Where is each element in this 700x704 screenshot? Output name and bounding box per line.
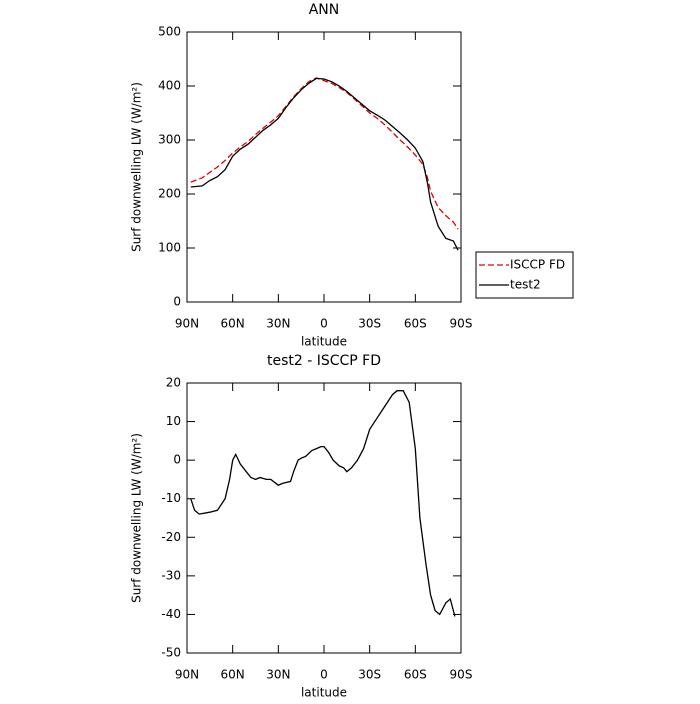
y-tick-label: 0 xyxy=(173,453,181,467)
x-tick-label: 60N xyxy=(221,317,245,331)
y-axis-label: Surf downwelling LW (W/m²) xyxy=(130,82,144,252)
x-tick-label: 60N xyxy=(221,668,245,682)
line-series xyxy=(190,77,459,251)
y-tick-label: 0 xyxy=(173,295,181,309)
y-tick-label: 10 xyxy=(166,414,181,428)
y-tick-label: -20 xyxy=(161,530,181,544)
y-tick-label: -40 xyxy=(161,607,181,621)
y-tick-label: -30 xyxy=(161,568,181,582)
x-axis-label: latitude xyxy=(301,335,347,349)
x-tick-label: 0 xyxy=(320,668,328,682)
y-tick-label: 300 xyxy=(158,133,181,147)
y-tick-label: -50 xyxy=(161,646,181,660)
chart-title: ANN xyxy=(309,2,340,18)
y-axis-label: Surf downwelling LW (W/m²) xyxy=(130,433,144,603)
x-tick-label: 30S xyxy=(358,668,381,682)
x-tick-label: 90N xyxy=(175,317,199,331)
legend-box xyxy=(475,251,574,299)
x-tick-label: 30N xyxy=(266,317,290,331)
legend-label: ISCCP FD xyxy=(510,258,565,272)
x-tick-label: 60S xyxy=(404,317,427,331)
y-tick-label: 500 xyxy=(158,25,181,39)
y-tick-label: 20 xyxy=(166,376,181,390)
chart-title: test2 - ISCCP FD xyxy=(267,353,381,369)
plot-frame xyxy=(186,31,462,303)
y-tick-label: 100 xyxy=(158,241,181,255)
y-tick-label: 400 xyxy=(158,79,181,93)
x-tick-label: 30S xyxy=(358,317,381,331)
x-tick-label: 90S xyxy=(450,317,473,331)
x-axis-label: latitude xyxy=(301,686,347,700)
legend-label: test2 xyxy=(510,278,541,292)
line-series xyxy=(190,390,456,617)
x-tick-label: 30N xyxy=(266,668,290,682)
x-tick-label: 60S xyxy=(404,668,427,682)
y-tick-label: -10 xyxy=(161,491,181,505)
y-tick-label: 200 xyxy=(158,187,181,201)
x-tick-label: 0 xyxy=(320,317,328,331)
x-tick-label: 90S xyxy=(450,668,473,682)
x-tick-label: 90N xyxy=(175,668,199,682)
line-series xyxy=(190,77,459,230)
